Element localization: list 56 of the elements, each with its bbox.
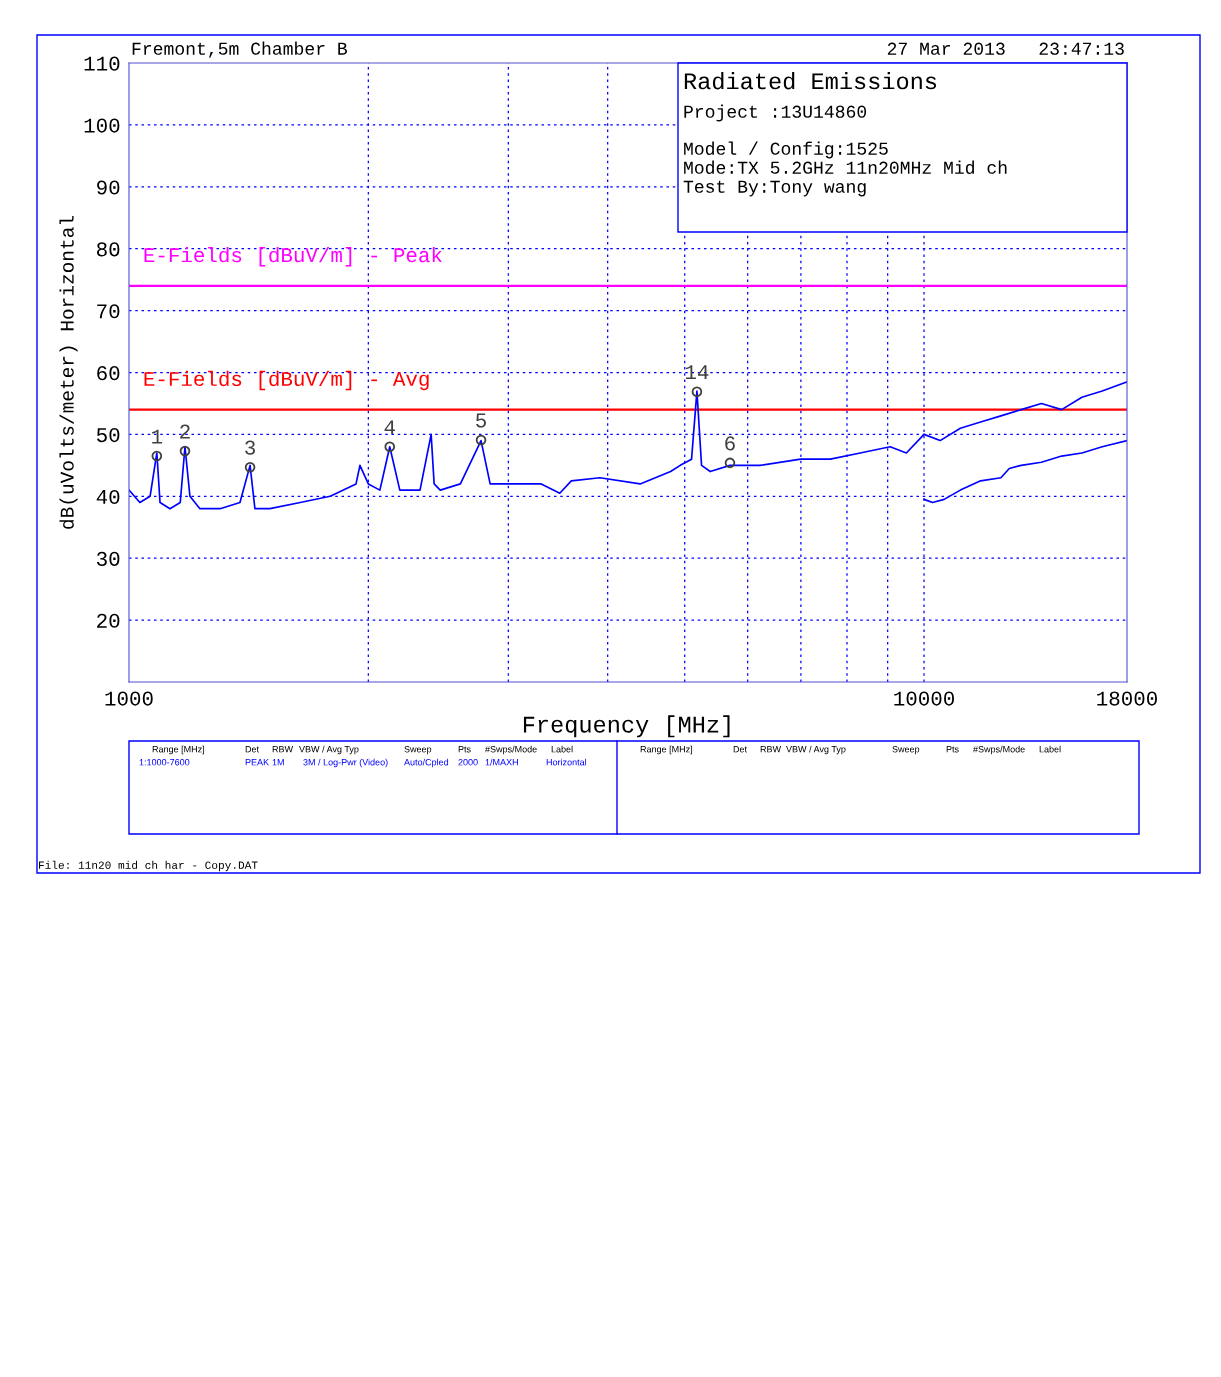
annotation: Model / Config:1525 xyxy=(684,141,888,159)
text: #Swps/Mode xyxy=(485,745,537,755)
y-tick-label: 20 xyxy=(97,613,120,628)
ref-line-label: E-Fields [dBuV/m] - Peak xyxy=(144,246,442,267)
text: Range [MHz] xyxy=(640,745,693,755)
text: Pts xyxy=(946,746,959,753)
y-tick-label: 100 xyxy=(84,118,120,133)
text: Det xyxy=(245,746,259,753)
text: #Swps/Mode xyxy=(973,745,1025,755)
text: VBW / Avg Typ xyxy=(786,745,846,755)
text: Pts xyxy=(458,746,471,753)
annotation: 5 xyxy=(476,413,486,428)
chart-title: Fremont,5m Chamber B xyxy=(132,41,348,58)
text: VBW / Avg Typ xyxy=(299,745,359,755)
annotation: Test By:Tony wang xyxy=(683,180,866,197)
y-tick-label: 60 xyxy=(97,366,120,381)
annotation: Radiated Emissions xyxy=(684,72,937,90)
y-tick-label: 40 xyxy=(96,489,120,505)
annotation: 14 xyxy=(685,365,709,380)
text: 3M / Log-Pwr (Video) xyxy=(303,758,388,768)
text: PEAK xyxy=(245,759,269,766)
y-tick-label: 30 xyxy=(96,551,120,566)
y-tick-label: 110 xyxy=(84,56,120,71)
text: 27 Mar 2013 23:47:13 xyxy=(887,42,1124,55)
text: Det xyxy=(733,746,747,753)
y-tick-label: 70 xyxy=(97,304,120,319)
text: File: 11n20 mid ch har - Copy.DAT xyxy=(39,860,258,872)
x-axis-title: Frequency [MHz] xyxy=(523,715,730,738)
y-tick-label: 50 xyxy=(96,428,120,443)
annotation: 3 xyxy=(245,440,255,455)
text: RBW xyxy=(272,746,294,753)
x-tick-label: 10000 xyxy=(894,691,955,706)
annotation: 6 xyxy=(725,436,735,451)
text: 1:1000-7600 xyxy=(139,759,190,766)
text: Sweep xyxy=(404,746,432,755)
annotation: 4 xyxy=(384,420,395,435)
y-axis-title: dB(uVolts/meter) Horizontal xyxy=(59,216,78,529)
text: 2000 xyxy=(458,759,478,766)
text: 1M xyxy=(272,759,284,766)
text: Range [MHz] xyxy=(152,745,205,755)
annotation: Mode:TX 5.2GHz 11n20MHz Mid ch xyxy=(684,160,1007,174)
y-tick-label: 80 xyxy=(97,242,120,257)
y-tick-label: 90 xyxy=(97,180,120,195)
text: Auto/Cpled xyxy=(404,758,449,768)
x-tick-label: 18000 xyxy=(1097,691,1157,706)
annotation: 2 xyxy=(180,424,190,439)
ref-line-label: E-Fields [dBuV/m] - Avg xyxy=(144,370,429,391)
text: 1/MAXH xyxy=(485,758,518,766)
text: Horizontal xyxy=(546,758,587,766)
text: Sweep xyxy=(892,746,920,755)
annotation: Project :13U14860 xyxy=(684,104,867,122)
text: Label xyxy=(551,745,573,753)
text: Label xyxy=(1039,745,1061,753)
x-tick-label: 1000 xyxy=(105,691,153,706)
text: RBW xyxy=(760,746,782,753)
annotation: 1 xyxy=(152,429,163,444)
